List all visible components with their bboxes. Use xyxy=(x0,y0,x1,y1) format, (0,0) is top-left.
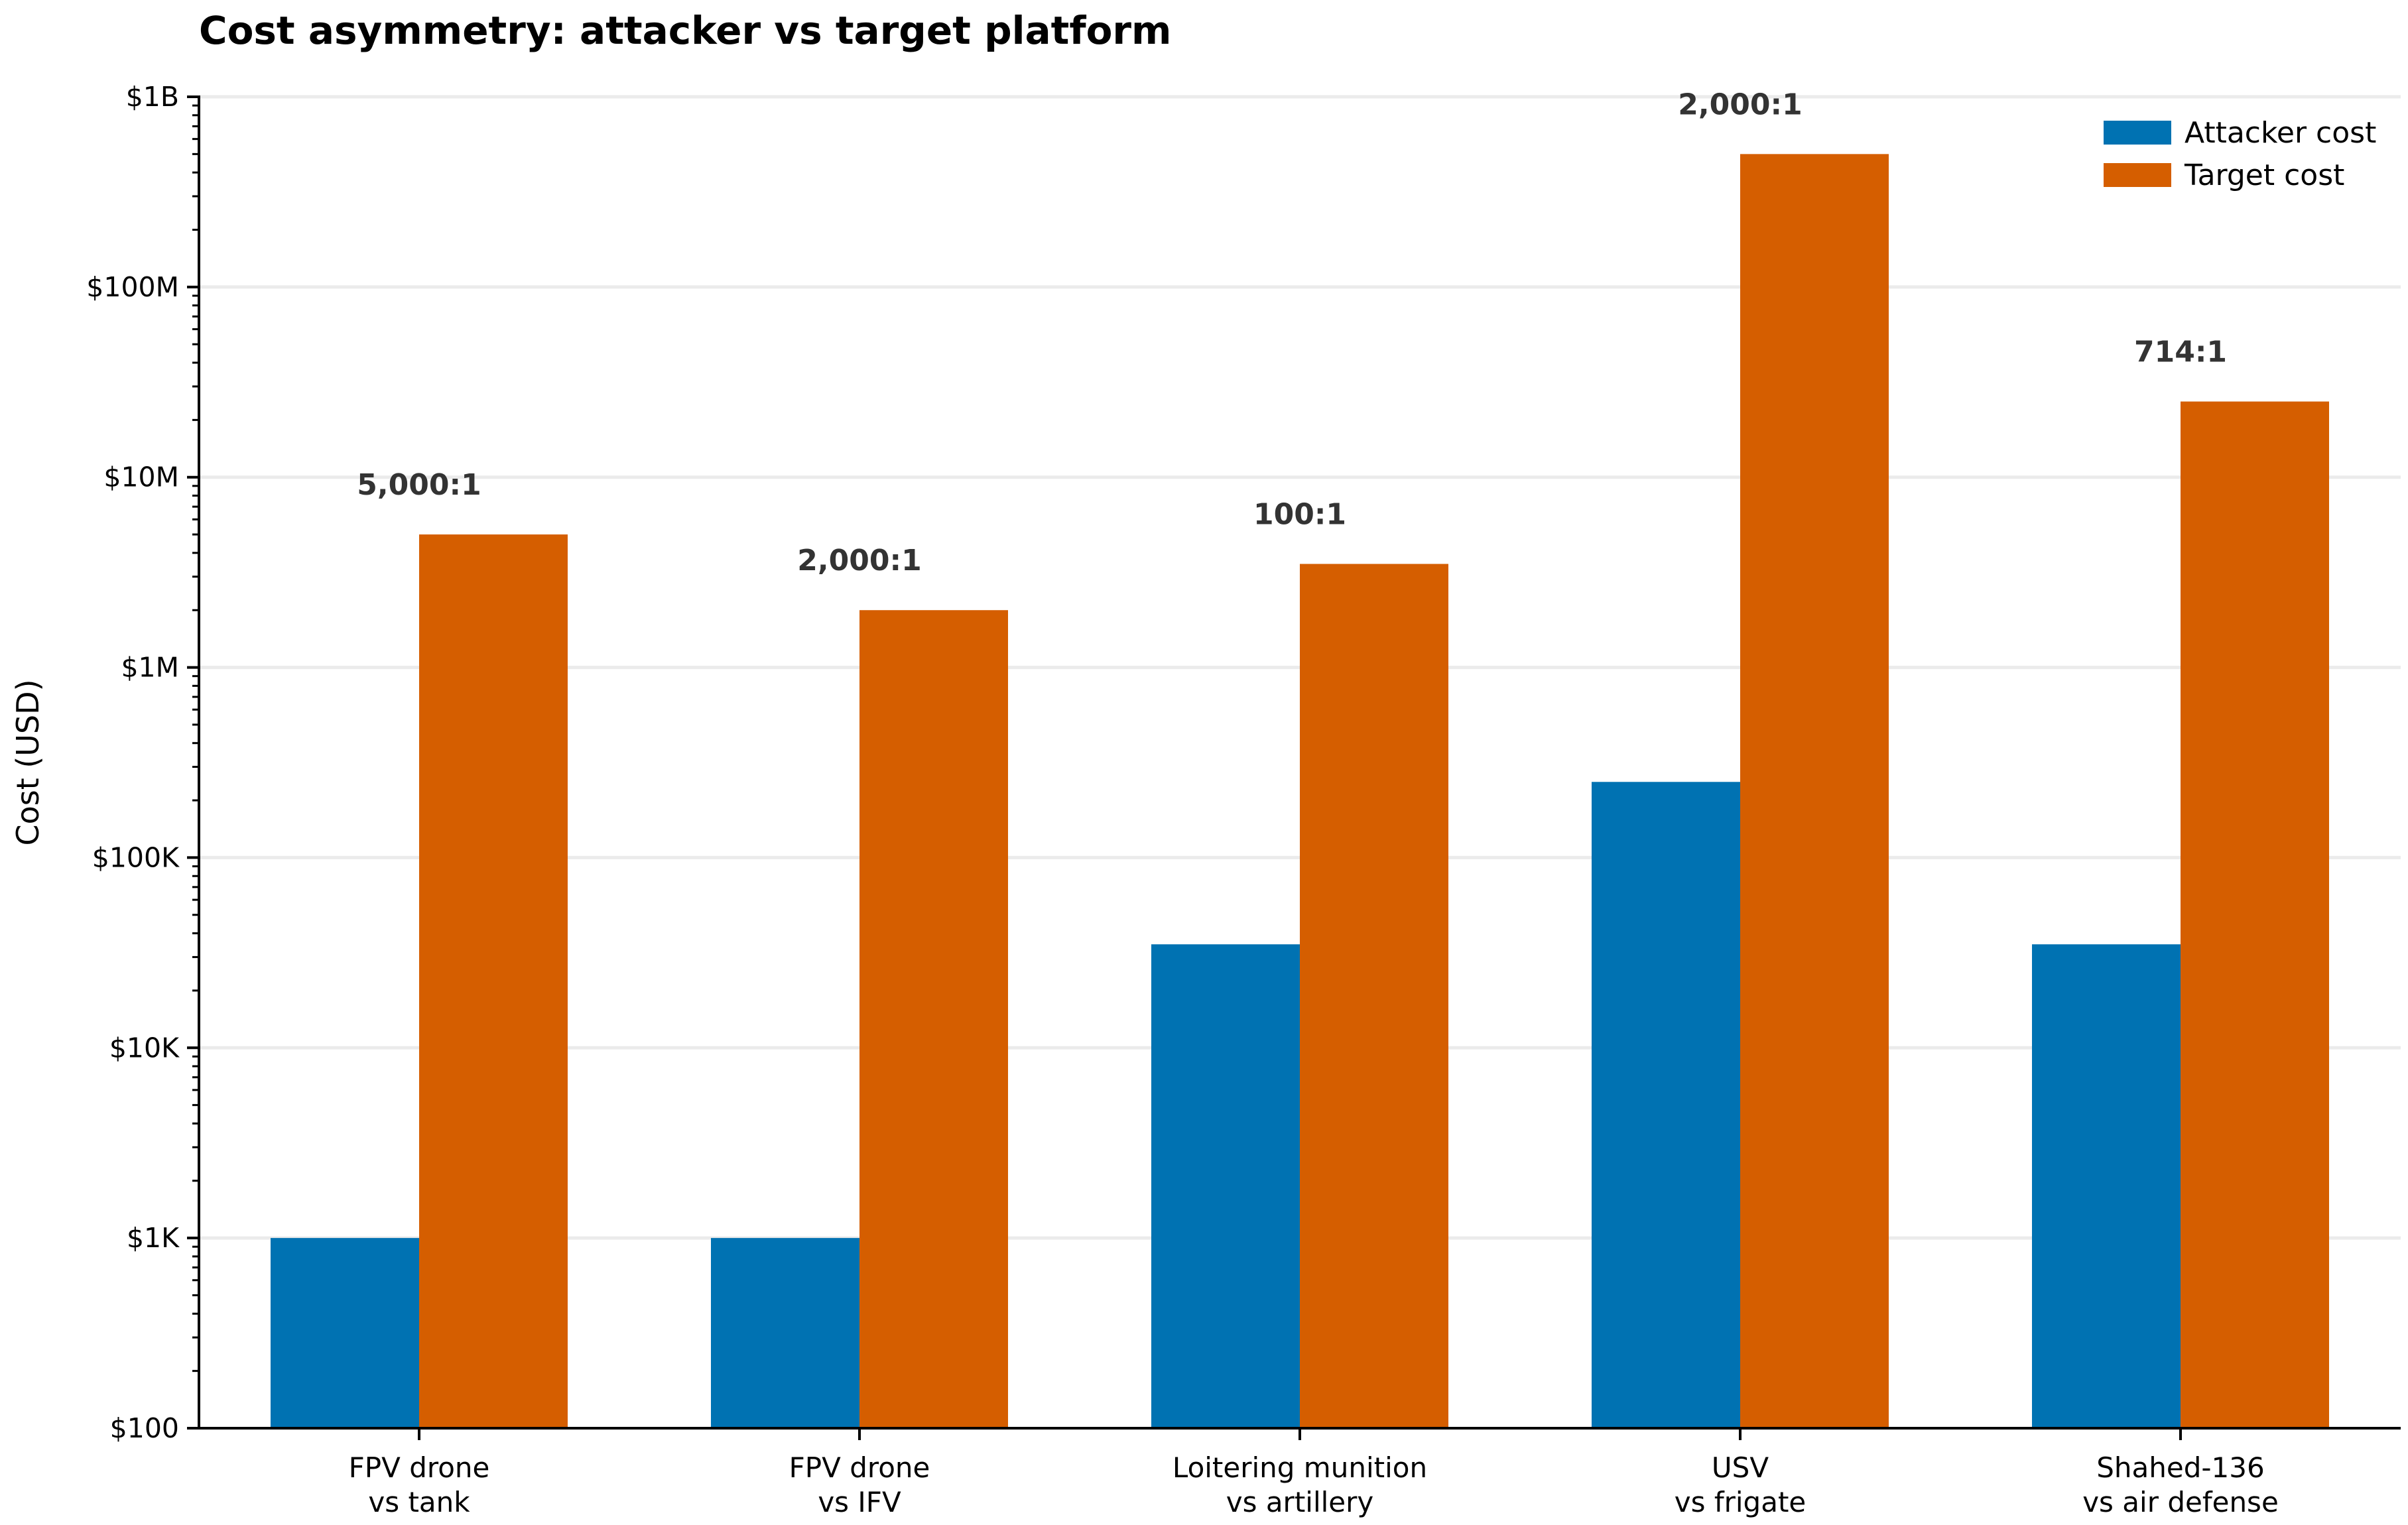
y-tick-label: $10K xyxy=(109,1032,180,1064)
target-cost-bar xyxy=(1740,154,1889,1429)
x-tick-label: FPV drone vs tank xyxy=(349,1451,490,1518)
ratio-label: 2,000:1 xyxy=(1678,88,1802,121)
x-ticks: FPV drone vs tank FPV drone vs IFV Loitering… xyxy=(349,1428,2279,1518)
legend-label-attacker: Attacker cost xyxy=(2185,116,2376,150)
attacker-cost-bar xyxy=(1592,782,1740,1428)
target-cost-bar xyxy=(2181,401,2329,1428)
legend-label-target: Target cost xyxy=(2184,158,2344,192)
y-tick-label: $100K xyxy=(92,841,180,873)
y-tick-label: $100 xyxy=(110,1412,179,1444)
bars xyxy=(271,154,2329,1429)
legend-swatch-target xyxy=(2104,163,2171,187)
ratio-label: 5,000:1 xyxy=(357,468,481,502)
x-tick-label: FPV drone vs IFV xyxy=(789,1451,930,1518)
y-tick-label: $1K xyxy=(127,1222,180,1254)
y-tick-label: $1M xyxy=(121,652,179,684)
target-cost-bar xyxy=(1300,564,1448,1428)
chart-title: Cost asymmetry: attacker vs target platf… xyxy=(199,8,1171,53)
y-tick-label: $10M xyxy=(103,461,179,493)
attacker-cost-bar xyxy=(1151,944,1300,1428)
ratio-label: 2,000:1 xyxy=(797,544,921,578)
y-axis-label: Cost (USD) xyxy=(10,679,46,845)
ratio-label: 100:1 xyxy=(1253,498,1346,532)
attacker-cost-bar xyxy=(2032,944,2181,1428)
target-cost-bar xyxy=(859,610,1008,1429)
legend: Attacker cost Target cost xyxy=(2104,116,2376,192)
attacker-cost-bar xyxy=(271,1238,419,1428)
ratio-labels: 5,000:1 2,000:1 100:1 2,000:1 714:1 xyxy=(357,88,2227,578)
attacker-cost-bar xyxy=(711,1238,859,1428)
legend-swatch-attacker xyxy=(2104,121,2171,145)
x-tick-label: Shahed-136 vs air defense xyxy=(2082,1451,2279,1518)
y-tick-label: $100M xyxy=(86,271,179,303)
y-tick-label: $1B xyxy=(126,81,179,113)
x-tick-label: Loitering munition vs artillery xyxy=(1172,1451,1427,1518)
x-tick-label: USV vs frigate xyxy=(1675,1451,1806,1518)
y-ticks: $100 $1K $10K $100K $1M $10M $100M $1B xyxy=(86,81,199,1444)
ratio-label: 714:1 xyxy=(2134,336,2227,369)
target-cost-bar xyxy=(419,534,568,1428)
